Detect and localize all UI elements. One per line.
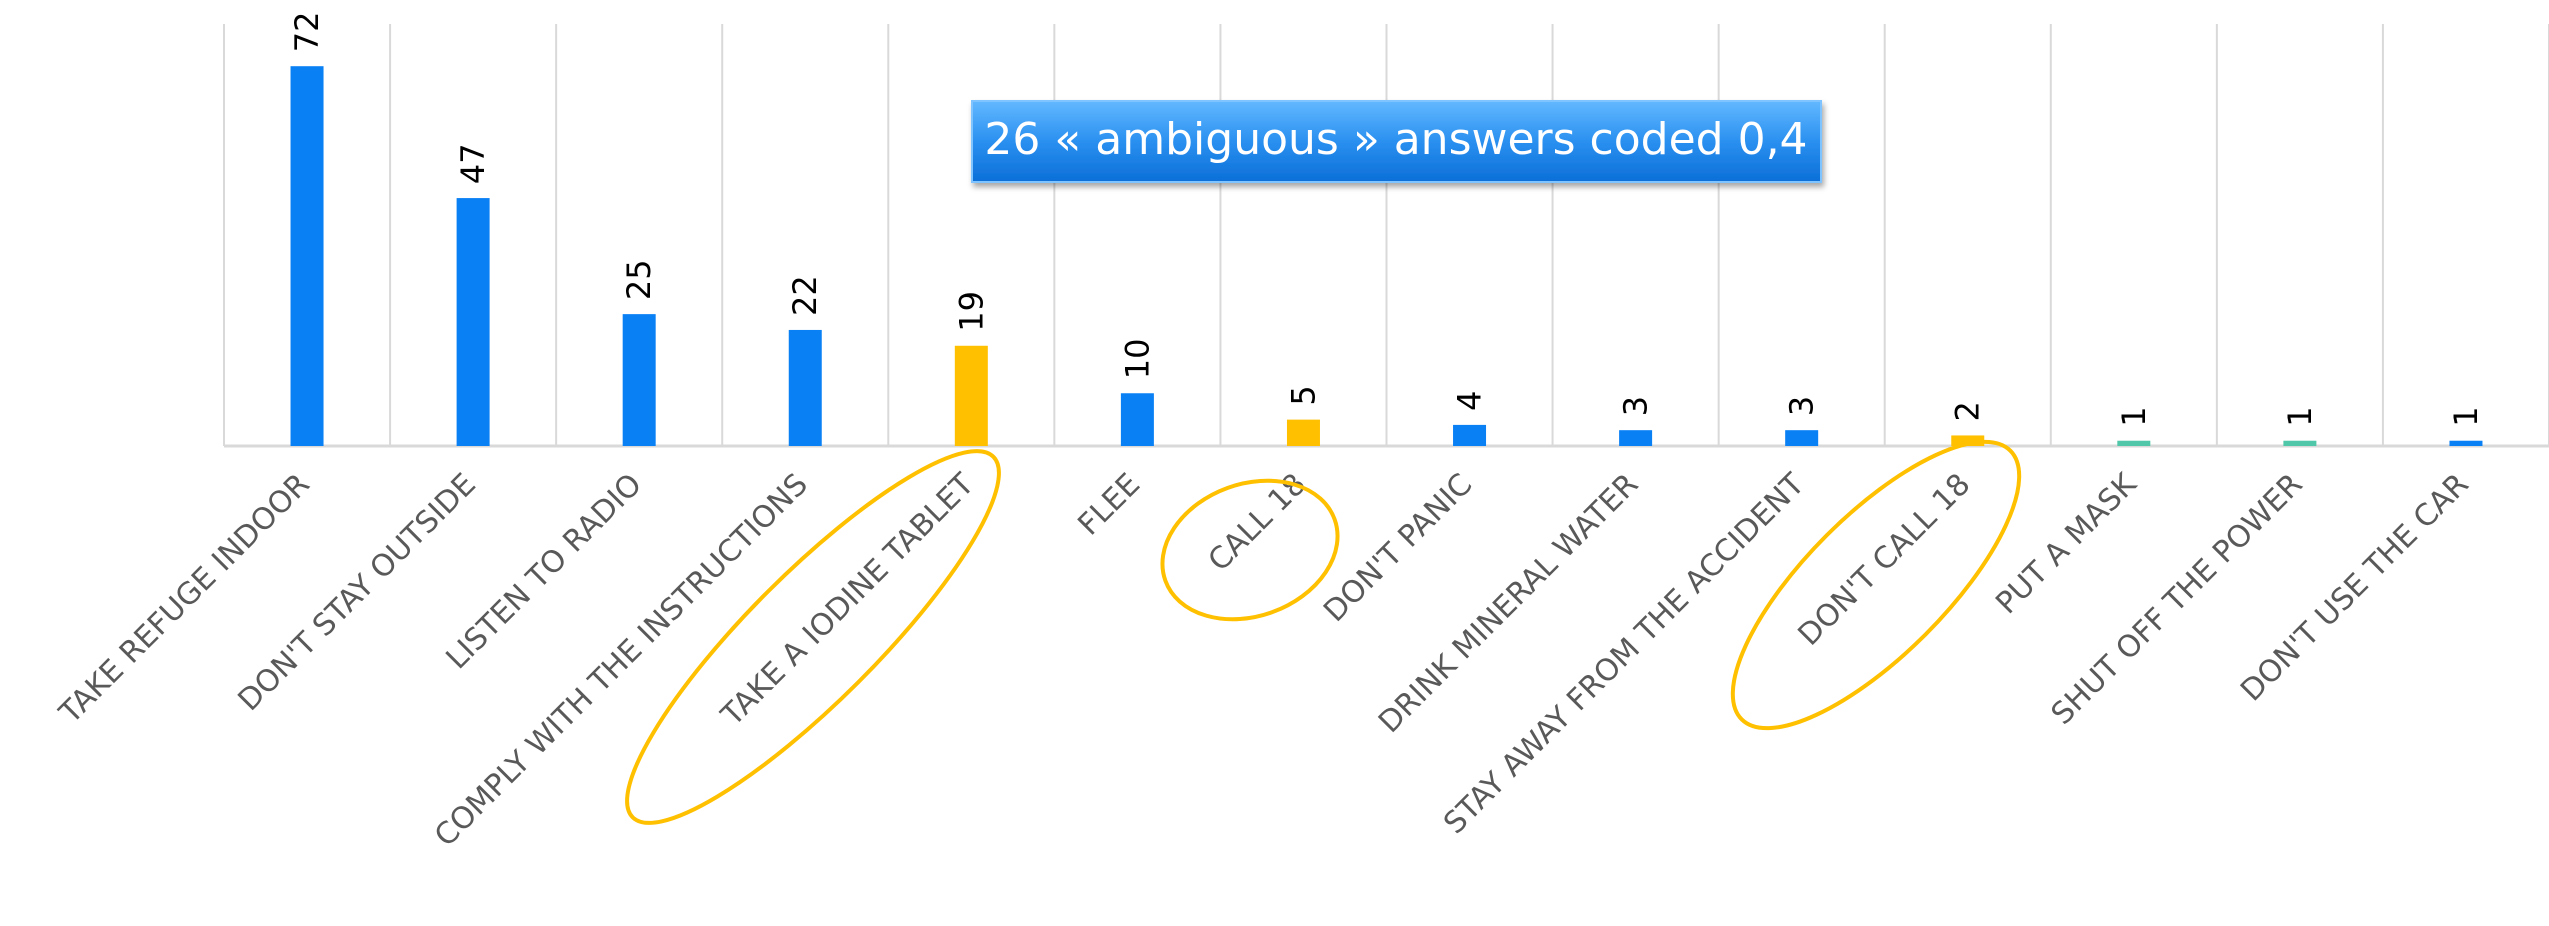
value-label: 10 [1118, 339, 1156, 380]
value-label: 22 [786, 275, 824, 316]
value-label: 1 [2281, 406, 2319, 426]
highlight-ellipse [625, 449, 1001, 825]
bar [954, 345, 988, 446]
highlight-ellipse [1730, 439, 2022, 731]
value-label: 3 [1783, 396, 1821, 416]
bar [788, 329, 822, 446]
value-label: 47 [454, 143, 492, 184]
value-label: 1 [2447, 406, 2485, 426]
bar [1453, 424, 1487, 446]
value-label: 4 [1451, 391, 1489, 411]
annotation: 26 « ambiguous » answers coded 0,4 [971, 100, 1822, 183]
bar [2117, 440, 2151, 446]
bar [290, 66, 324, 446]
x-tick-label: DON'T PANIC [1317, 467, 1479, 629]
x-tick-label: COMPLY WITH THE INSTRUCTIONS [428, 467, 815, 854]
bar [2283, 440, 2317, 446]
bar [456, 198, 490, 446]
x-tick-label: PUT A MASK [1989, 466, 2144, 621]
value-label: 25 [620, 259, 658, 300]
bar [1951, 435, 1985, 446]
bar [2449, 440, 2483, 446]
annotation-text: 26 « ambiguous » answers coded 0,4 [984, 114, 1807, 165]
value-label: 19 [952, 291, 990, 332]
bar [1286, 419, 1320, 446]
x-tick-label: STAY AWAY FROM THE ACCIDENT [1437, 466, 1812, 841]
value-label: 72 [288, 11, 326, 52]
x-tick-label: DON'T CALL 18 [1792, 467, 1978, 653]
value-label: 3 [1617, 396, 1655, 416]
bar [1785, 430, 1819, 446]
bar [622, 314, 656, 446]
bar [1120, 393, 1154, 446]
bar [1619, 430, 1653, 446]
value-label: 2 [1949, 401, 1987, 421]
value-label: 5 [1284, 385, 1322, 405]
value-label: 1 [2115, 406, 2153, 426]
highlight-ellipse [1160, 478, 1340, 622]
x-tick-label: FLEE [1071, 467, 1147, 543]
annotation-box [971, 100, 1822, 183]
highlights [625, 439, 2022, 825]
